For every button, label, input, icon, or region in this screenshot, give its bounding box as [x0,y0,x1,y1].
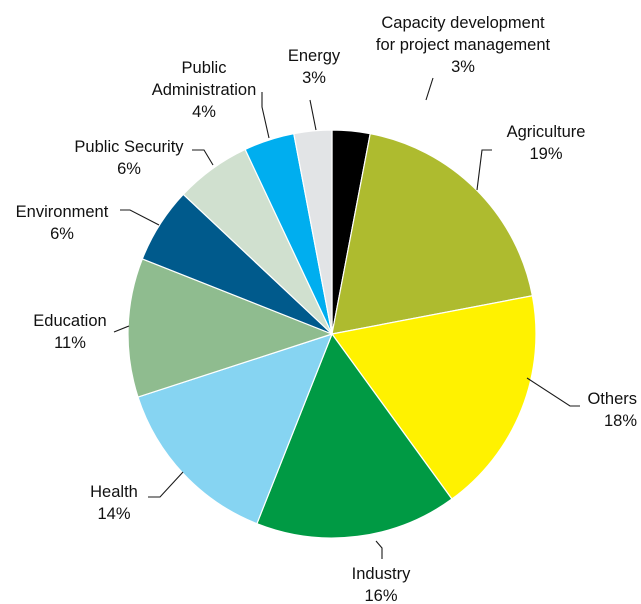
label-value-health: 14% [97,505,130,523]
label-capacity-development-for-project-management: Capacity development for project manageme… [376,14,551,76]
label-name-education: Education [33,312,106,330]
label-name-industry: Industry [352,565,411,583]
label-name-energy: Energy [288,47,341,65]
slice-industry [256,332,453,539]
leader-line-agriculture [476,149,492,191]
label-value-industry: 16% [364,587,397,604]
leader-line-health [148,471,184,498]
label-value-capacity-development-for-project-management: 3% [451,58,475,76]
label-public-security: Public Security 6% [74,138,184,178]
label-value-education: 11% [54,334,86,352]
label-value-others: 18% [604,412,637,430]
label-name-health: Health [90,483,138,501]
leader-line-industry [375,540,383,559]
leader-line-environment [120,209,160,226]
leader-line-education [113,325,130,333]
label-industry: Industry 16% [352,565,411,604]
label-name-capacity-development-for-project-management: Capacity development [381,14,545,32]
leader-line-capacity-development-for-project-management [425,77,434,101]
leader-line-public-administration [261,92,270,139]
label-education: Education 11% [33,312,106,352]
slice-others [330,295,537,500]
label-value-public-administration: 4% [192,103,216,121]
label-health: Health 14% [90,483,138,523]
pie-slices [127,129,537,539]
leader-line-others [526,377,580,407]
label-name-capacity-development-for-project-management: for project management [376,36,551,54]
slice-labels: Capacity development for project manageme… [16,14,638,604]
label-name-public-security: Public Security [74,138,184,156]
label-others: Others 18% [587,390,637,430]
label-environment: Environment 6% [16,203,109,243]
slice-education [127,258,334,398]
leader-line-energy [309,99,317,131]
slice-energy [293,129,333,335]
label-value-public-security: 6% [117,160,141,178]
label-value-environment: 6% [50,225,74,243]
label-value-agriculture: 19% [529,145,562,163]
slice-agriculture [331,132,534,335]
label-name-public-administration: Public [182,59,227,77]
label-public-administration: Public Administration 4% [152,59,257,121]
label-agriculture: Agriculture 19% [507,123,586,163]
label-name-public-administration: Administration [152,81,257,99]
label-value-energy: 3% [302,69,326,87]
leader-line-public-security [192,149,214,166]
label-name-environment: Environment [16,203,109,221]
label-name-agriculture: Agriculture [507,123,586,141]
leader-lines [113,77,580,559]
label-energy: Energy 3% [288,47,341,87]
label-name-others: Others [587,390,637,408]
